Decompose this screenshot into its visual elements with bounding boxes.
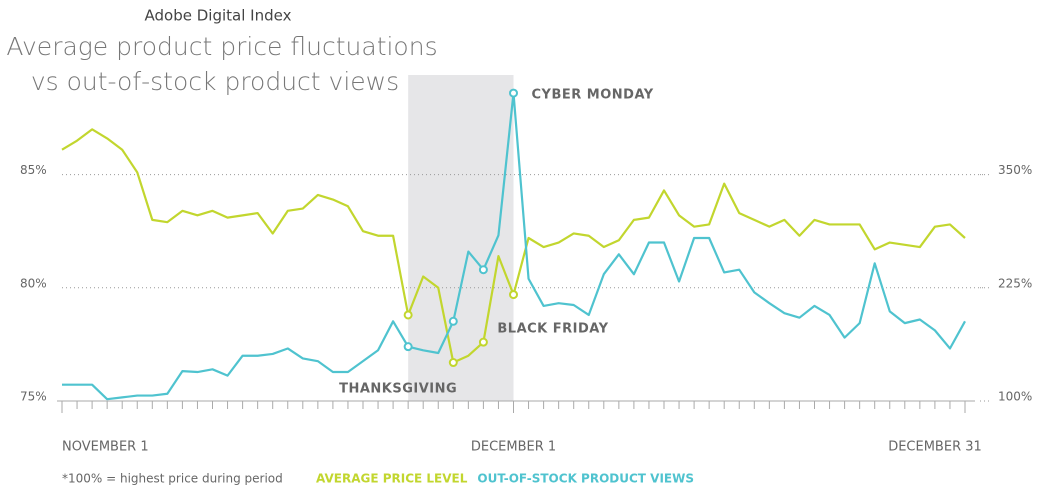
y2-tick-label: 225% [998,276,1032,290]
point-marker [448,358,458,368]
footnote: *100% = highest price during period [62,472,283,486]
annotation: CYBER MONDAY [532,88,654,103]
annotation: THANKSGIVING [339,382,457,397]
point-marker [509,290,518,300]
x-tick-label: NOVEMBER 1 [62,440,149,455]
legend-entry: AVERAGE PRICE LEVEL [316,472,468,486]
point-marker [403,310,413,320]
x-tick-label: DECEMBER 1 [471,440,556,455]
y-tick-label: 85% [20,163,47,177]
y-tick-label: 80% [20,276,47,290]
point-marker [448,316,458,326]
annotation: BLACK FRIDAY [497,322,608,337]
point-marker [509,88,518,98]
chart-title: Average product price fluctuations [6,32,437,61]
point-marker [478,337,488,347]
point-marker [478,265,488,275]
legend-entry: OUT-OF-STOCK PRODUCT VIEWS [477,472,694,486]
y-tick-label: 75% [20,390,47,404]
y2-tick-label: 100% [998,390,1032,404]
highlight-band [408,75,514,401]
point-marker [403,342,413,352]
y2-tick-label: 350% [998,163,1032,177]
x-tick-label: DECEMBER 31 [888,440,982,455]
chart-title: vs out-of-stock product views [31,67,399,96]
header: Adobe Digital Index [145,7,292,25]
